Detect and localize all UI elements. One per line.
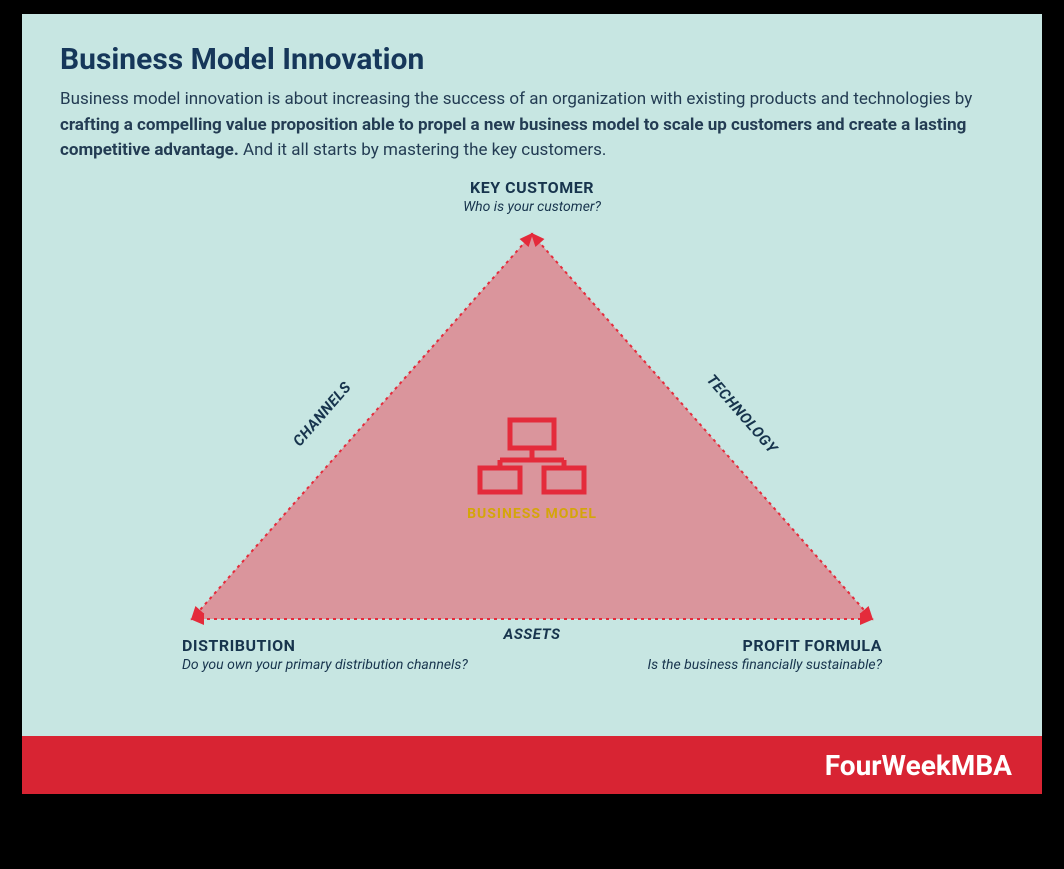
footer-bar: FourWeekMBA — [22, 736, 1042, 794]
page-title: Business Model Innovation — [60, 42, 1004, 77]
subtitle: Business model innovation is about incre… — [60, 87, 990, 164]
infographic-panel: Business Model Innovation Business model… — [22, 14, 1042, 794]
subtitle-pre: Business model innovation is about incre… — [60, 89, 972, 109]
triangle-diagram: KEY CUSTOMERWho is your customer? DISTRIB… — [22, 164, 1042, 704]
triangle-svg — [22, 164, 1042, 704]
header: Business Model Innovation Business model… — [22, 14, 1042, 164]
vertex-left: DISTRIBUTIONDo you own your primary dist… — [182, 636, 468, 673]
footer-brand: FourWeekMBA — [825, 749, 1012, 782]
vertex-right: PROFIT FORMULAIs the business financiall… — [647, 636, 882, 673]
center-label: BUSINESS MODEL — [467, 506, 597, 522]
edge-label-bottom: ASSETS — [504, 625, 561, 643]
subtitle-post: And it all starts by mastering the key c… — [239, 140, 607, 160]
vertex-center: KEY CUSTOMERWho is your customer? — [463, 178, 601, 215]
